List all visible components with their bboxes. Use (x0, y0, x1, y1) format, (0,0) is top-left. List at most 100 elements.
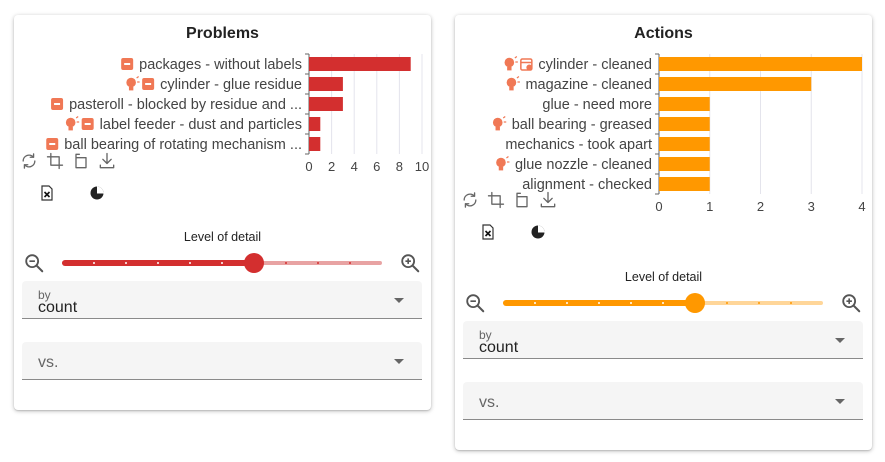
x-tick-label: 8 (396, 159, 403, 174)
category-label: cylinder - glue residue (160, 77, 302, 93)
bar[interactable] (659, 97, 710, 111)
excel-icon[interactable] (39, 185, 55, 201)
category-label: pasteroll - blocked by residue and ... (69, 97, 302, 113)
bar[interactable] (309, 97, 343, 111)
slider-tick (662, 302, 664, 304)
bar[interactable] (659, 177, 710, 191)
rotate-icon[interactable] (512, 190, 532, 210)
category-label: cylinder - cleaned (538, 57, 652, 73)
warning-box-icon (46, 138, 59, 150)
zoom-out-icon[interactable] (464, 292, 486, 314)
slider-thumb[interactable] (244, 253, 264, 273)
actions-by-value: count (479, 339, 519, 356)
category-label: glue nozzle - cleaned (515, 157, 652, 173)
bulb-icon (492, 116, 507, 131)
slider-tick (726, 302, 728, 304)
zoom-in-icon[interactable] (840, 292, 862, 314)
warning-box-icon (51, 98, 64, 110)
bar[interactable] (659, 77, 812, 91)
slider-tick (349, 262, 351, 264)
problems-by-value: count (38, 299, 78, 316)
actions-vs-placeholder: vs. (479, 394, 500, 411)
problems-vs-select[interactable]: vs. (22, 342, 422, 380)
actions-vs-select[interactable]: vs. (463, 382, 863, 420)
crop-icon[interactable] (486, 190, 506, 210)
bulb-icon (126, 76, 140, 91)
x-tick-label: 4 (351, 159, 358, 174)
bulb-icon (496, 156, 510, 171)
calendar-icon (520, 58, 533, 71)
warning-box-icon (81, 118, 94, 130)
x-tick-label: 10 (415, 159, 429, 174)
x-tick-label: 0 (655, 199, 662, 214)
bulb-icon (504, 56, 518, 71)
problems-vs-placeholder: vs. (38, 354, 59, 371)
bar[interactable] (309, 77, 343, 91)
problems-by-select[interactable]: by count (22, 281, 422, 319)
bar[interactable] (659, 137, 710, 151)
actions-level-of-detail-label: Level of detail (624, 270, 703, 284)
bar[interactable] (659, 157, 710, 171)
zoom-in-icon[interactable] (399, 252, 421, 274)
bulb-icon (506, 76, 520, 91)
download-icon[interactable] (538, 190, 558, 210)
problems-level-of-detail-label: Level of detail (183, 230, 262, 244)
category-label: packages - without labels (139, 57, 302, 73)
x-tick-label: 0 (305, 159, 312, 174)
download-icon[interactable] (97, 151, 117, 171)
slider-tick (534, 302, 536, 304)
warning-box-icon (142, 78, 155, 90)
problems-by-label: by (38, 288, 51, 302)
bar[interactable] (309, 57, 411, 71)
bar[interactable] (659, 57, 862, 71)
slider-tick (598, 302, 600, 304)
excel-icon[interactable] (480, 224, 496, 240)
slider-tick (125, 262, 127, 264)
slider-tick (285, 262, 287, 264)
refresh-icon[interactable] (460, 190, 480, 210)
chevron-down-icon (394, 298, 404, 303)
slider-tick (630, 302, 632, 304)
category-label: label feeder - dust and particles (100, 117, 302, 133)
actions-chart: cylinder - cleaned magazine - cleaned glue… (492, 53, 866, 214)
slider-tick (93, 262, 95, 264)
actions-by-select[interactable]: by count (463, 321, 863, 359)
problems-level-of-detail-slider[interactable] (62, 253, 382, 273)
chevron-down-icon (835, 399, 845, 404)
warning-box-icon (121, 58, 134, 70)
category-label: mechanics - took apart (505, 137, 652, 153)
pie-chart-icon[interactable] (530, 224, 546, 240)
slider-tick (317, 262, 319, 264)
actions-chart-toolbar (460, 190, 558, 210)
slider-tick (758, 302, 760, 304)
bulb-icon (65, 116, 80, 131)
category-label: ball bearing of rotating mechanism ... (64, 137, 302, 153)
slider-tick (189, 262, 191, 264)
chevron-down-icon (394, 359, 404, 364)
x-tick-label: 2 (328, 159, 335, 174)
bar[interactable] (309, 117, 321, 131)
actions-by-label: by (479, 328, 492, 342)
bar[interactable] (309, 137, 321, 151)
zoom-out-icon[interactable] (23, 252, 45, 274)
actions-level-of-detail-slider[interactable] (503, 293, 823, 313)
problems-chart: packages - without labels cylinder - glue… (46, 53, 429, 174)
actions-card: Actions cylinder - cleaned magazine - cle… (455, 15, 872, 450)
x-tick-label: 2 (757, 199, 764, 214)
chevron-down-icon (835, 338, 845, 343)
x-tick-label: 4 (858, 199, 865, 214)
rotate-icon[interactable] (71, 151, 91, 171)
x-tick-label: 6 (373, 159, 380, 174)
slider-tick (790, 302, 792, 304)
problems-title: Problems (186, 25, 259, 42)
actions-title: Actions (634, 25, 693, 42)
slider-thumb[interactable] (685, 293, 705, 313)
x-tick-label: 3 (808, 199, 815, 214)
bar[interactable] (659, 117, 710, 131)
category-label: alignment - checked (522, 177, 652, 193)
refresh-icon[interactable] (19, 151, 39, 171)
crop-icon[interactable] (45, 151, 65, 171)
pie-chart-icon[interactable] (89, 185, 105, 201)
category-label: ball bearing - greased (512, 117, 652, 133)
slider-tick (221, 262, 223, 264)
